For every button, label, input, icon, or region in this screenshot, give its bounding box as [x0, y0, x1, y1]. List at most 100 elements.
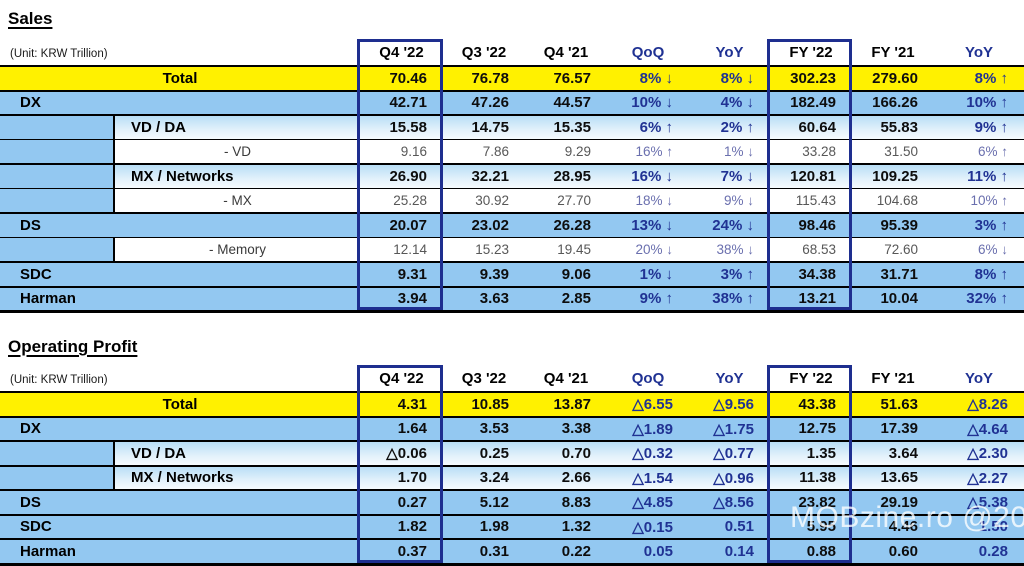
- section-color-strip: [0, 165, 115, 188]
- sales-title: Sales: [8, 9, 53, 28]
- value-cell-col1: 12.14: [393, 241, 427, 257]
- column-header-q3-22-2: Q3 '22: [461, 44, 507, 61]
- value-cell-col6: 12.75: [798, 420, 836, 438]
- row-label: MX / Networks: [131, 469, 234, 487]
- row-label: Harman: [20, 290, 76, 308]
- value-cell-col2: 3.24: [479, 469, 509, 487]
- value-cell-col3: 44.57: [553, 94, 591, 112]
- value-cell-col2: 10.85: [471, 395, 509, 413]
- unit-label: (Unit: KRW Trillion): [10, 48, 108, 60]
- table-row-mx-networks: MX / Networks 26.90 32.21 28.95 16% ↓ 7% ↓ 120…: [0, 163, 1024, 188]
- value-cell-col8: 8% ↑: [974, 69, 1008, 87]
- row-label-cell: MX / Networks: [0, 165, 360, 188]
- value-cell-col1: 0.37: [397, 542, 427, 560]
- table-row-dx: DX 1.64 3.53 3.38 △1.89 △1.75 12.75 17.39 △4.64: [0, 415, 1024, 441]
- value-cell-col4: 9% ↑: [639, 290, 673, 308]
- value-cell-col1: 4.31: [397, 395, 427, 413]
- sales-table: (Unit: KRW Trillion) Q4 '22 Q3 '22 Q4 '21 Qo…: [0, 39, 1024, 313]
- column-header-q4-22-1: Q4 '22: [379, 370, 424, 387]
- column-header-yoy-8: YoY: [964, 44, 994, 61]
- value-cell-col3: 28.95: [553, 167, 591, 185]
- value-cell-col6: 120.81: [790, 167, 836, 185]
- column-header-fy-21-7: FY '21: [871, 44, 915, 61]
- value-cell-col7: 55.83: [880, 118, 918, 136]
- column-header-yoy-5: YoY: [715, 370, 744, 387]
- value-cell-col6: 5.95: [806, 518, 836, 536]
- table-row-sdc: SDC 1.82 1.98 1.32 △0.15 0.51 5.95 4.46 1.50: [0, 513, 1024, 538]
- value-cell-col2: 23.02: [471, 216, 509, 234]
- value-cell-col3: 0.70: [561, 444, 591, 462]
- value-cell-col2: 7.86: [482, 143, 509, 159]
- value-cell-col7: 3.64: [888, 444, 918, 462]
- row-label: - MX: [223, 192, 252, 208]
- row-label-cell: VD / DA: [0, 116, 360, 139]
- value-cell-col6: 182.49: [790, 94, 836, 112]
- value-cell-col1: 26.90: [389, 167, 427, 185]
- row-label: VD / DA: [131, 118, 187, 136]
- row-label-cell: Harman: [0, 540, 360, 563]
- column-header-fy-22-6: FY '22: [789, 44, 833, 61]
- table-row-sdc: SDC 9.31 9.39 9.06 1% ↓ 3% ↑ 34.38 31.71 8% ↑: [0, 261, 1024, 286]
- value-cell-col3: 9.29: [564, 143, 591, 159]
- row-label: DS: [20, 216, 41, 234]
- table-row-ds: DS 20.07 23.02 26.28 13% ↓ 24% ↓ 98.46 95.39 3% …: [0, 212, 1024, 237]
- value-cell-col3: 8.83: [561, 493, 591, 511]
- value-cell-col1: 0.27: [397, 493, 427, 511]
- value-cell-col3: 19.45: [557, 241, 591, 257]
- value-cell-col2: 9.39: [479, 265, 509, 283]
- value-cell-col3: 27.70: [557, 192, 591, 208]
- value-cell-col5: △8.56: [713, 494, 754, 512]
- column-header-yoy-5: YoY: [715, 44, 744, 61]
- value-cell-col4: △4.85: [632, 494, 673, 512]
- value-cell-col5: 8% ↓: [720, 69, 754, 87]
- value-cell-col7: 10.04: [880, 290, 918, 308]
- value-cell-col7: 17.39: [880, 420, 918, 438]
- value-cell-col2: 5.12: [479, 493, 509, 511]
- column-header-q4-22-1: Q4 '22: [379, 44, 424, 61]
- value-cell-col8: △2.30: [967, 445, 1008, 463]
- row-label: Total: [162, 69, 198, 87]
- row-label: DX: [20, 94, 41, 112]
- column-header-q3-22-2: Q3 '22: [461, 370, 507, 387]
- value-cell-col5: △1.75: [713, 420, 754, 438]
- value-cell-col3: 2.66: [561, 469, 591, 487]
- row-label-cell: VD / DA: [0, 442, 360, 465]
- value-cell-col8: 10% ↑: [970, 192, 1008, 208]
- operating-profit-section: Operating Profit (Unit: KRW Trillion) Q4 …: [0, 313, 1024, 566]
- value-cell-col8: △5.38: [967, 494, 1008, 512]
- value-cell-col4: △1.54: [632, 469, 673, 487]
- value-cell-col2: 47.26: [471, 94, 509, 112]
- table-row-harman: Harman 0.37 0.31 0.22 0.05 0.14 0.88 0.60 0.28: [0, 538, 1024, 563]
- table-row-vd-da: VD / DA 15.58 14.75 15.35 6% ↑ 2% ↑ 60.64 55.83…: [0, 114, 1024, 139]
- value-cell-col7: 51.63: [880, 395, 918, 413]
- value-cell-col3: 15.35: [553, 118, 591, 136]
- table-row-harman: Harman 3.94 3.63 2.85 9% ↑ 38% ↑ 13.21 10.04 32%…: [0, 285, 1024, 311]
- value-cell-col4: 0.05: [643, 542, 673, 560]
- section-color-strip: [0, 466, 115, 489]
- column-header-fy-22-6: FY '22: [789, 370, 833, 387]
- row-label-cell: Harman: [0, 288, 360, 311]
- value-cell-col5: 9% ↓: [723, 192, 754, 208]
- value-cell-col5: 3% ↑: [720, 265, 754, 283]
- value-cell-col5: △0.96: [713, 469, 754, 487]
- value-cell-col5: 7% ↓: [720, 167, 754, 185]
- value-cell-col8: △4.64: [967, 420, 1008, 438]
- value-cell-col2: 30.92: [475, 192, 509, 208]
- value-cell-col5: 2% ↑: [720, 118, 754, 136]
- row-label: - VD: [224, 143, 251, 159]
- row-label: SDC: [20, 518, 52, 536]
- row-label-cell: Total: [0, 67, 360, 90]
- value-cell-col3: 0.22: [561, 542, 591, 560]
- row-label: DX: [20, 420, 41, 438]
- row-label-cell: DX: [0, 418, 360, 441]
- operating-profit-table: (Unit: KRW Trillion) Q4 '22 Q3 '22 Q4 '21 Qo…: [0, 365, 1024, 566]
- value-cell-col6: 115.43: [795, 192, 836, 208]
- row-label-cell: DS: [0, 214, 360, 237]
- row-label-cell: - MX: [0, 188, 360, 212]
- value-cell-col1: 9.16: [400, 143, 427, 159]
- value-cell-col7: 166.26: [872, 94, 918, 112]
- column-header-fy-21-7: FY '21: [871, 370, 915, 387]
- value-cell-col8: 11% ↑: [967, 167, 1008, 185]
- value-cell-col4: 10% ↓: [631, 94, 673, 112]
